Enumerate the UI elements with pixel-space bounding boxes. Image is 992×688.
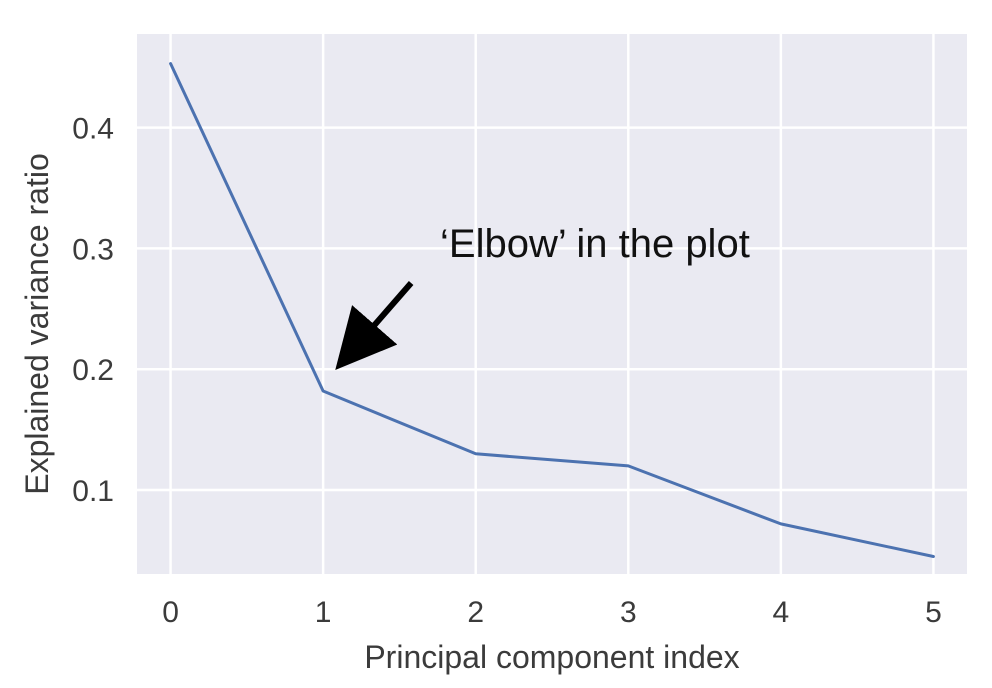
annotation-text: ‘Elbow’ in the plot: [440, 222, 750, 266]
data-point-5: [932, 555, 934, 557]
annotation-arrow: [335, 281, 414, 371]
x-tick-label-3: 3: [620, 596, 637, 629]
grid: [137, 34, 967, 574]
y-tick-label-0: 0.1: [72, 475, 114, 508]
x-axis-label: Principal component index: [364, 639, 739, 675]
x-tick-label-2: 2: [467, 596, 484, 629]
data-point-2: [475, 453, 477, 455]
x-tick-labels: 0 1 2 3 4 5: [162, 596, 942, 629]
y-tick-labels: 0.1 0.2 0.3 0.4: [72, 113, 114, 508]
x-tick-label-4: 4: [773, 596, 790, 629]
y-tick-label-2: 0.3: [72, 233, 114, 266]
series-group: [169, 62, 935, 558]
series-line-0: [169, 62, 935, 558]
data-point-4: [780, 523, 782, 525]
x-tick-label-1: 1: [315, 596, 332, 629]
y-tick-label-3: 0.4: [72, 113, 114, 146]
data-point-0: [170, 63, 172, 65]
x-tick-label-0: 0: [162, 596, 179, 629]
plot-area: [137, 34, 967, 574]
data-point-3: [627, 465, 629, 467]
y-axis-label: Explained variance ratio: [19, 153, 55, 495]
data-point-1: [322, 390, 324, 392]
y-tick-label-1: 0.2: [72, 354, 114, 387]
x-tick-label-5: 5: [925, 596, 942, 629]
